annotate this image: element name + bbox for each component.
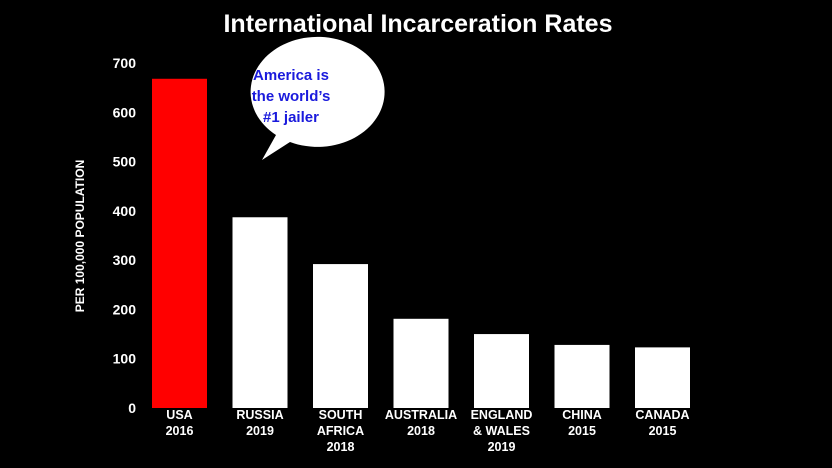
chart-title: International Incarceration Rates bbox=[223, 10, 612, 38]
callout-line: the world’s bbox=[252, 88, 331, 105]
y-axis-label: PER 100,000 POPULATION bbox=[73, 160, 87, 313]
callout-line: #1 jailer bbox=[263, 109, 319, 126]
bar bbox=[554, 344, 610, 408]
y-axis-ticks: 0 100 200 300 400 500 600 700 bbox=[113, 55, 137, 416]
x-tick-label: 2015 bbox=[649, 424, 677, 438]
x-tick-label: AFRICA bbox=[317, 424, 364, 438]
x-tick-label: & WALES bbox=[473, 424, 530, 438]
x-tick-label: 2019 bbox=[488, 440, 516, 454]
x-tick-label: 2016 bbox=[166, 424, 194, 438]
x-tick-label: RUSSIA bbox=[236, 408, 283, 422]
x-axis-ticks: USA 2016 RUSSIA 2019 SOUTH AFRICA 2018 AUSTRALI… bbox=[166, 408, 690, 454]
bars bbox=[152, 78, 690, 409]
x-tick-label: CANADA bbox=[635, 408, 689, 422]
y-tick-label: 100 bbox=[113, 351, 137, 367]
y-tick-label: 0 bbox=[128, 400, 136, 416]
callout-line: America is bbox=[253, 67, 329, 84]
x-tick-label: 2019 bbox=[246, 424, 274, 438]
bar bbox=[232, 217, 288, 408]
x-tick-label: AUSTRALIA bbox=[385, 408, 457, 422]
y-tick-label: 600 bbox=[113, 104, 137, 120]
y-tick-label: 500 bbox=[113, 154, 137, 170]
x-tick-label: USA bbox=[166, 408, 192, 422]
x-tick-label: ENGLAND bbox=[471, 408, 533, 422]
y-tick-label: 300 bbox=[113, 252, 137, 268]
y-tick-label: 700 bbox=[113, 55, 137, 71]
x-tick-label: 2018 bbox=[407, 424, 435, 438]
bar bbox=[152, 78, 207, 409]
bar bbox=[474, 334, 529, 408]
speech-bubble-shape bbox=[250, 36, 385, 160]
y-tick-label: 400 bbox=[113, 203, 137, 219]
y-tick-label: 200 bbox=[113, 301, 137, 317]
x-tick-label: 2018 bbox=[327, 440, 355, 454]
x-tick-label: CHINA bbox=[562, 408, 602, 422]
speech-bubble-callout: America is the world’s #1 jailer bbox=[250, 36, 385, 160]
bar bbox=[393, 318, 449, 408]
callout-text: America is the world’s #1 jailer bbox=[252, 67, 331, 126]
bar bbox=[635, 347, 690, 408]
x-tick-label: 2015 bbox=[568, 424, 596, 438]
x-tick-label: SOUTH bbox=[319, 408, 363, 422]
bar bbox=[313, 264, 368, 408]
